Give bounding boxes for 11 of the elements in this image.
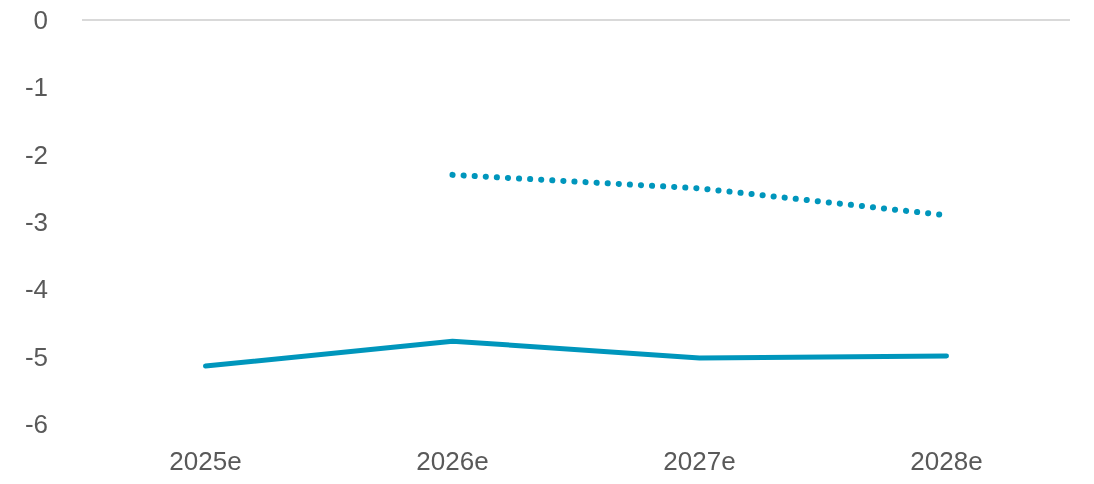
x-tick-label: 2027e xyxy=(663,446,736,476)
y-tick-label: -5 xyxy=(24,341,48,372)
y-tick-label: -6 xyxy=(24,409,48,440)
x-tick-label: 2028e xyxy=(910,446,983,476)
y-tick-label: -1 xyxy=(24,72,48,103)
x-tick-label: 2026e xyxy=(416,446,489,476)
y-tick-label: -4 xyxy=(24,274,48,305)
y-tick-label: 0 xyxy=(33,5,48,36)
y-tick-label: -3 xyxy=(24,207,48,238)
y-tick-label: -2 xyxy=(24,139,48,170)
x-tick-label: 2025e xyxy=(169,446,242,476)
